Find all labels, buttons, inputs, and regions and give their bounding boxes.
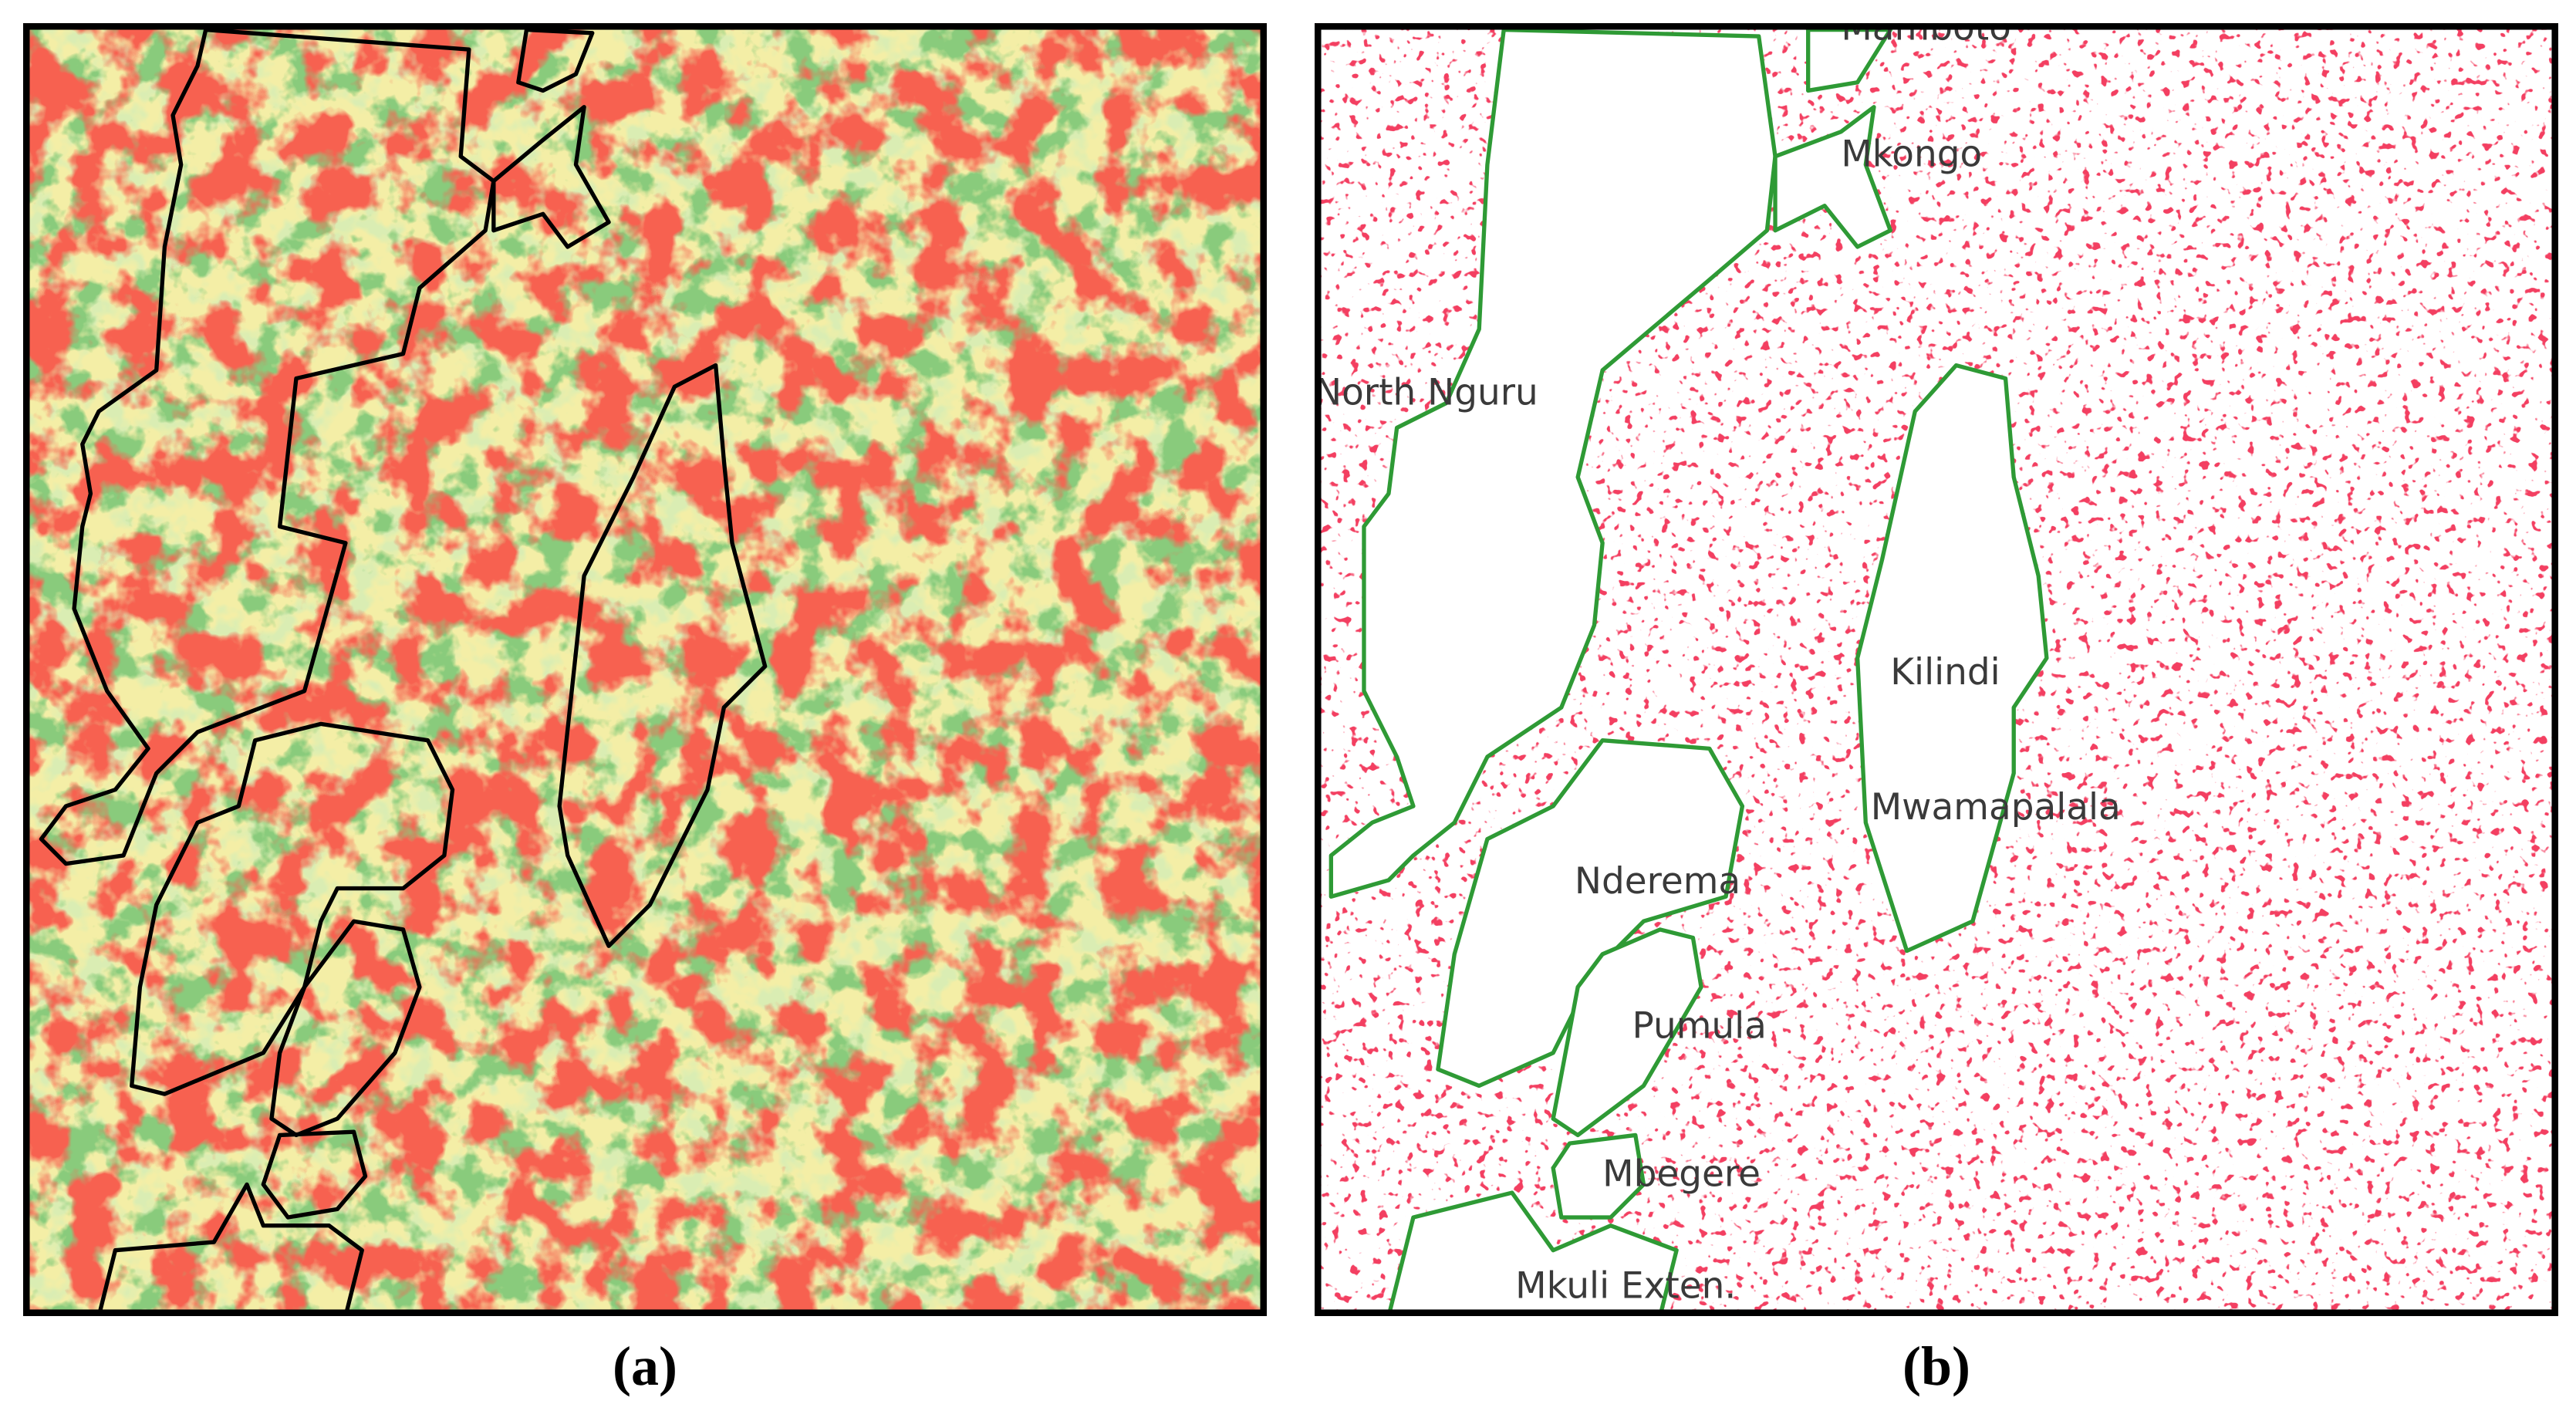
reserve-outline — [1773, 105, 1892, 249]
reserve-outline — [96, 1182, 364, 1316]
place-label: Nderema — [1575, 860, 1740, 903]
reserve-outline — [491, 105, 611, 249]
reserve-outline — [1329, 27, 1778, 899]
place-label: Mkongo — [1841, 133, 1982, 176]
reserve-outline — [1855, 363, 2049, 954]
place-label: Mbegere — [1602, 1153, 1761, 1196]
reserve-outline — [261, 1129, 368, 1220]
panel-caption: (b) — [1902, 1335, 1970, 1397]
place-label: Kilindi — [1890, 651, 2000, 694]
panel-a-map — [23, 23, 1267, 1316]
reserve-outlines — [39, 27, 768, 1316]
reserve-outline — [1436, 738, 1745, 1089]
panel-frame — [1315, 23, 2558, 1316]
reserve-outlines — [1329, 27, 2049, 1316]
vegetation-texture — [23, 23, 1267, 1316]
panel-frame — [23, 23, 1267, 1316]
place-label: Pumula — [1632, 1005, 1767, 1048]
place-label: Mwamapalala — [1871, 786, 2121, 829]
reserve-outline — [39, 27, 496, 866]
reserve-outline — [1551, 927, 1703, 1138]
reserve-outline — [516, 27, 595, 93]
reserve-outline — [557, 363, 768, 948]
place-label: Mkuli Exten. — [1515, 1265, 1736, 1308]
place-label: North Nguru — [1315, 372, 1538, 414]
reserve-outline — [1386, 1190, 1679, 1316]
reserve-outline — [269, 919, 422, 1138]
reserve-outline — [1551, 1132, 1646, 1220]
panel-caption: (a) — [613, 1335, 677, 1397]
